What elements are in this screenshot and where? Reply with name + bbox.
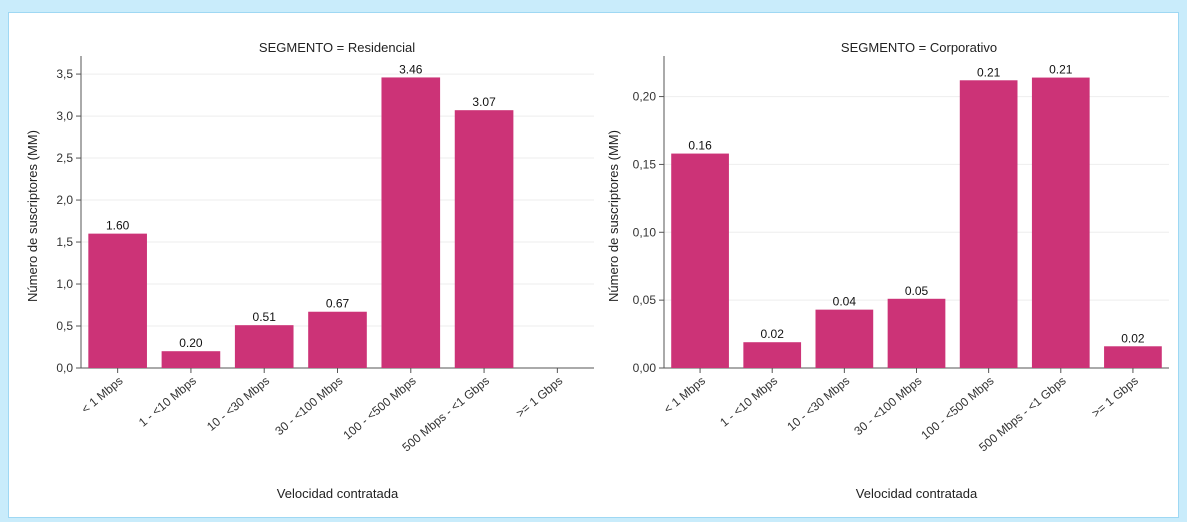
bar — [381, 77, 441, 368]
bar-value-label: 0.67 — [326, 297, 350, 311]
bar — [887, 298, 946, 368]
x-axis-label: Velocidad contratada — [856, 486, 978, 501]
bar-value-label: 0.16 — [688, 139, 712, 153]
x-tick-label: < 1 Mbps — [78, 374, 125, 417]
x-tick-label: >= 1 Gbps — [513, 374, 565, 421]
x-tick-label: >= 1 Gbps — [1089, 374, 1141, 421]
y-tick-label: 0,10 — [633, 225, 657, 239]
y-tick-label: 0,5 — [56, 319, 73, 333]
bar-value-label: 1.60 — [106, 219, 130, 233]
y-tick-label: 0,00 — [633, 361, 657, 375]
bar-value-label: 0.51 — [253, 310, 277, 324]
bar-value-label: 0.05 — [905, 284, 929, 298]
chart-title: SEGMENTO = Residencial — [259, 40, 415, 55]
bar-value-label: 3.07 — [472, 95, 496, 109]
y-tick-label: 3,0 — [56, 109, 73, 123]
bar-value-label: 0.04 — [833, 295, 857, 309]
x-tick-label: 30 - <100 Mbps — [272, 374, 345, 439]
y-tick-label: 1,5 — [56, 235, 73, 249]
y-tick-label: 2,5 — [56, 151, 73, 165]
y-tick-label: 0,15 — [633, 157, 657, 171]
y-tick-label: 0,20 — [633, 90, 657, 104]
bar — [743, 342, 802, 368]
bar-value-label: 0.02 — [1121, 331, 1145, 345]
bar — [88, 233, 147, 368]
y-tick-label: 2,0 — [56, 193, 73, 207]
y-axis-label: Número de suscriptores (MM) — [25, 130, 40, 302]
x-tick-label: 1 - <10 Mbps — [136, 374, 199, 430]
figure-frame: 0,0 0,5 1,0 1,5 2,0 2,5 3,0 3,5 1.60 < 1 Mbps 0.20… — [8, 12, 1179, 518]
x-tick-label: 10 - <30 Mbps — [784, 374, 852, 434]
bar — [671, 153, 729, 368]
x-tick-label: 30 - <100 Mbps — [851, 374, 924, 439]
y-tick-label: 3,5 — [56, 67, 73, 81]
bar — [959, 80, 1018, 369]
bar-value-label: 0.21 — [1049, 63, 1073, 77]
bar-value-label: 0.02 — [761, 327, 785, 341]
bar — [161, 351, 221, 368]
x-axis-label: Velocidad contratada — [277, 486, 399, 501]
bar-value-label: 0.21 — [977, 65, 1001, 79]
y-tick-label: 0,0 — [56, 361, 73, 375]
x-tick-label: 100 - <500 Mbps — [340, 374, 418, 443]
x-tick-label: 1 - <10 Mbps — [717, 374, 780, 430]
charts-canvas: 0,0 0,5 1,0 1,5 2,0 2,5 3,0 3,5 1.60 < 1 Mbps 0.20… — [25, 40, 1169, 501]
y-tick-label: 0,05 — [633, 293, 657, 307]
x-tick-label: 100 - <500 Mbps — [918, 374, 996, 443]
bar — [1031, 77, 1090, 369]
bar-value-label: 3.46 — [399, 62, 423, 76]
bar-value-label: 0.20 — [179, 336, 203, 350]
bar — [234, 325, 294, 368]
bar — [815, 309, 874, 368]
x-tick-label: < 1 Mbps — [661, 374, 708, 417]
y-tick-label: 1,0 — [56, 277, 73, 291]
bar — [1104, 346, 1162, 368]
y-axis-label: Número de suscriptores (MM) — [606, 130, 621, 302]
bar — [454, 110, 514, 369]
x-tick-label: 10 - <30 Mbps — [204, 374, 272, 434]
bar — [308, 311, 367, 368]
chart-title: SEGMENTO = Corporativo — [841, 40, 997, 55]
